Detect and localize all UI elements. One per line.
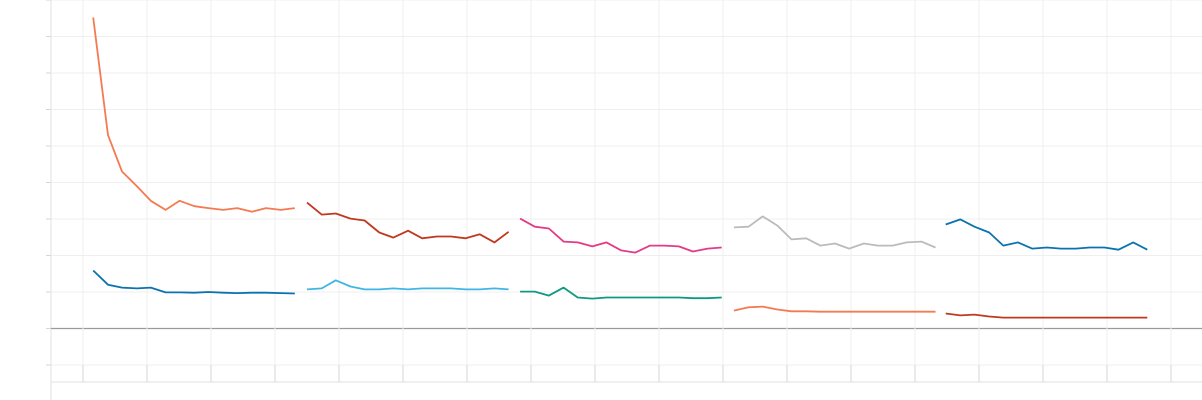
series-line <box>92 269 295 295</box>
series-line <box>733 215 936 250</box>
series-line <box>733 305 936 313</box>
series-line <box>520 286 722 300</box>
series-line <box>306 201 510 244</box>
series-line <box>92 17 295 213</box>
series-line <box>519 217 722 254</box>
series-line <box>945 312 1148 319</box>
series-line <box>945 218 1148 251</box>
series-line <box>306 279 509 291</box>
